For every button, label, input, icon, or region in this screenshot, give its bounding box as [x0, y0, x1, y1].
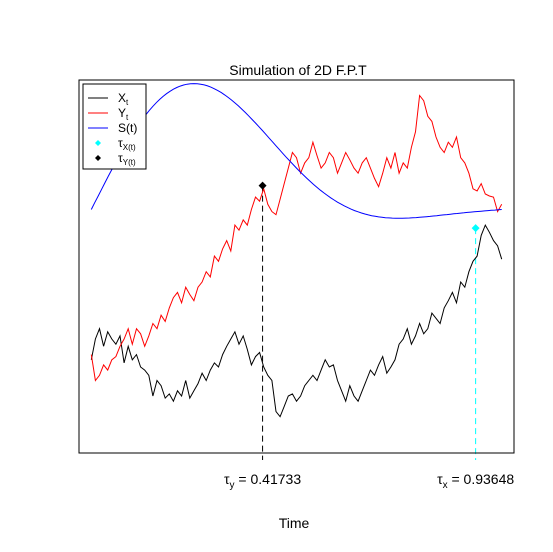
axes-box	[78, 79, 515, 454]
x-axis-label: Time	[279, 515, 310, 531]
hitting-time-point-4	[258, 181, 267, 190]
plot-area	[90, 83, 503, 460]
series-line-s-t-	[90, 83, 502, 219]
tau-value-label-0: τy = 0.41733	[224, 471, 301, 491]
legend-label-3: τX(t)	[118, 136, 136, 152]
hitting-time-point-3	[471, 224, 480, 233]
series-line-yt	[90, 94, 503, 382]
series-line-xt	[90, 223, 503, 418]
legend-label-4: τY(t)	[118, 151, 136, 167]
annotations: τy = 0.41733 τx = 0.93648	[224, 471, 514, 491]
legend-label-0: Xt	[118, 91, 129, 107]
chart-title: Simulation of 2D F.P.T	[229, 62, 367, 78]
legend-swatch-3	[95, 140, 101, 146]
legend-label-1: Yt	[118, 106, 129, 122]
tau-value-label-1: τx = 0.93648	[437, 471, 514, 491]
legend-swatch-4	[95, 155, 101, 161]
legend-label-2: S(t)	[118, 121, 137, 135]
